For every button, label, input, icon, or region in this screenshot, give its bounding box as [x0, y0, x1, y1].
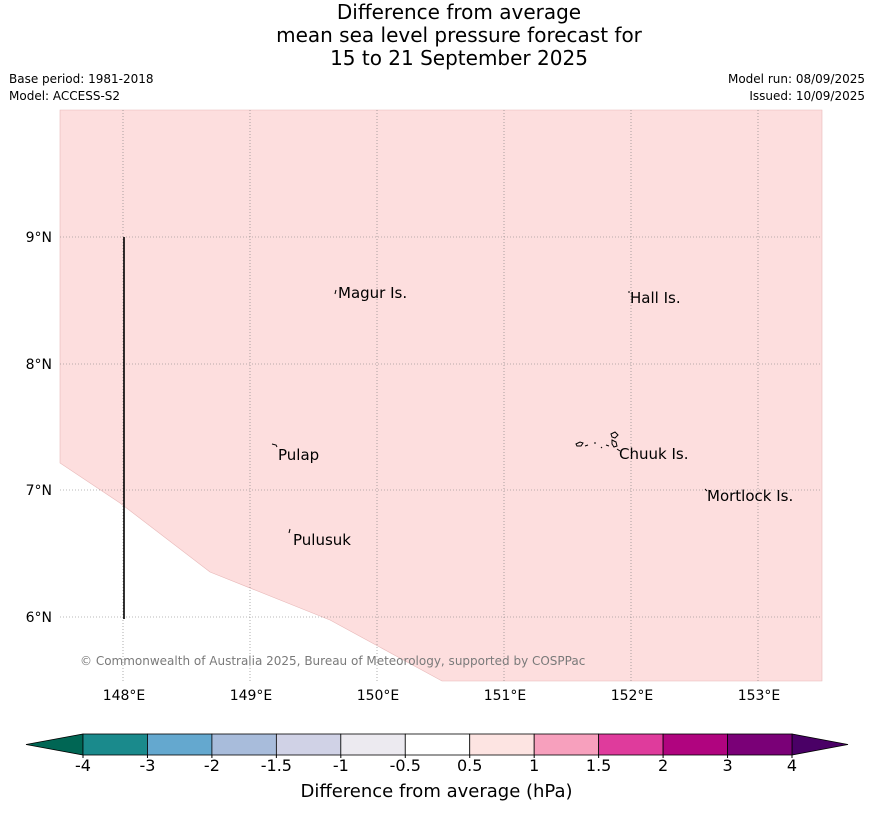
colorbar-tick-label: 0.5 [457, 756, 482, 775]
lon-label: 152°E [611, 688, 654, 704]
lon-label: 153°E [738, 688, 781, 704]
place-label: Pulusuk [293, 531, 351, 549]
lon-label: 148°E [103, 688, 146, 704]
colorbar-tick-label: 1.5 [586, 756, 611, 775]
colorbar-bin [727, 733, 793, 756]
colorbar-bin [147, 733, 213, 756]
colorbar-bin [82, 733, 148, 756]
place-label: Chuuk Is. [619, 445, 688, 463]
place-label: Pulap [278, 446, 319, 464]
copyright-text: © Commonwealth of Australia 2025, Bureau… [80, 654, 585, 668]
colorbar-under-arrow [25, 733, 84, 756]
place-label: Mortlock Is. [707, 487, 793, 505]
colorbar-bin [598, 733, 664, 756]
island-shapes [271, 289, 708, 534]
colorbar: -4 -3 -2 -1.5 -1 -0.5 0.5 1 1.5 2 3 4 [25, 733, 849, 775]
title-line-3: 15 to 21 September 2025 [330, 46, 588, 70]
colorbar-bin [469, 733, 535, 756]
colorbar-tick-label: 2 [658, 756, 668, 775]
colorbar-tick-label: 3 [722, 756, 732, 775]
colorbar-bin [404, 733, 471, 756]
title-line-1: Difference from average [336, 0, 582, 24]
model-name: Model: ACCESS-S2 [9, 89, 121, 103]
colorbar-label: Difference from average (hPa) [300, 781, 573, 802]
colorbar-bin [211, 733, 277, 756]
map-gridlines [60, 110, 822, 681]
anomaly-fill-region [59, 109, 823, 682]
colorbar-bin [662, 733, 728, 756]
lon-label: 150°E [357, 688, 400, 704]
base-period: Base period: 1981-2018 [9, 72, 154, 86]
colorbar-bin [533, 733, 600, 756]
colorbar-tick-label: -1 [333, 756, 349, 775]
lon-label: 151°E [484, 688, 527, 704]
colorbar-tick-label: 4 [787, 756, 797, 775]
colorbar-over-arrow [791, 733, 849, 756]
title-line-2: mean sea level pressure forecast for [276, 23, 642, 47]
colorbar-bin [340, 733, 406, 756]
colorbar-tick-label: -1.5 [261, 756, 292, 775]
place-label: Magur Is. [338, 284, 407, 302]
lon-label: 149°E [230, 688, 273, 704]
colorbar-tick-label: 1 [529, 756, 539, 775]
colorbar-tick-label: -3 [139, 756, 155, 775]
lat-label: 6°N [26, 610, 52, 626]
place-label: Hall Is. [630, 289, 681, 307]
colorbar-tick-label: -2 [204, 756, 220, 775]
colorbar-tick-label: -0.5 [390, 756, 421, 775]
lat-label: 7°N [26, 483, 52, 499]
lat-label: 8°N [26, 357, 52, 373]
colorbar-tick-label: -4 [75, 756, 91, 775]
issued-date: Issued: 10/09/2025 [749, 89, 865, 103]
model-run: Model run: 08/09/2025 [727, 72, 865, 86]
lat-label: 9°N [26, 230, 52, 246]
colorbar-bin [275, 733, 342, 756]
